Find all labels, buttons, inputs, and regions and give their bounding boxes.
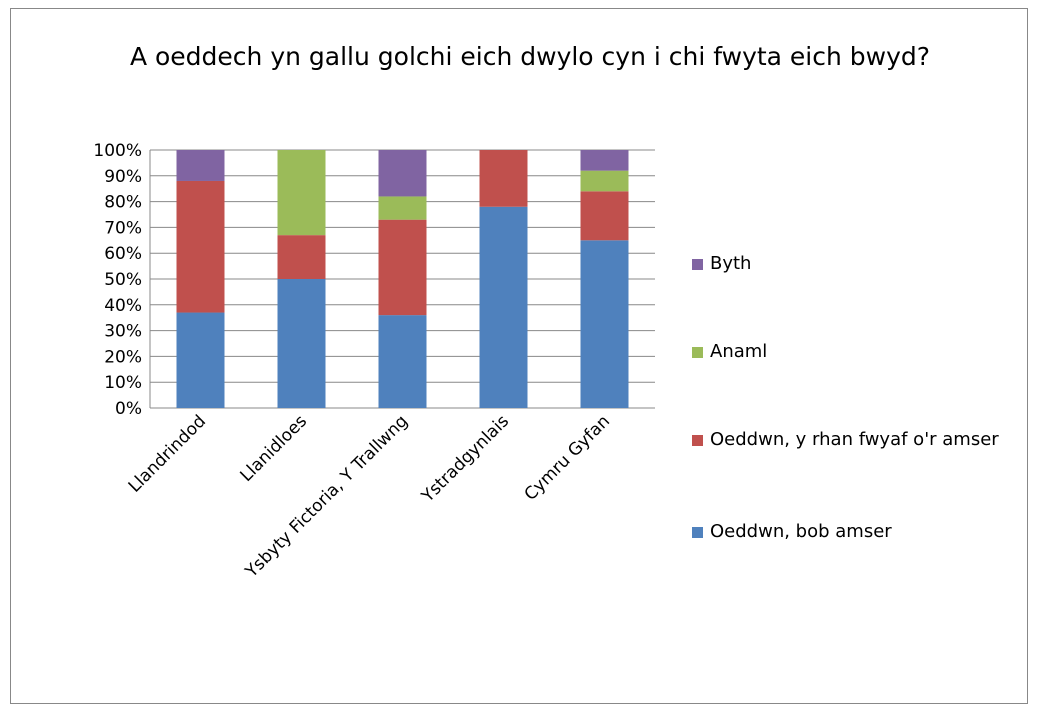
y-tick-label: 60% [104,244,142,264]
bar-segment [580,150,629,171]
bar-segment [176,312,225,408]
bar-segment [378,315,427,408]
bar-segment [176,180,225,313]
x-tick-label: Ysbyty Fictoria, Y Trallwng [241,411,412,582]
x-tick-group: Cymru Gyfan [521,411,614,504]
bar-segment [277,235,326,279]
x-tick-group: Ystradgynlais [417,411,513,507]
x-tick-label: Cymru Gyfan [521,411,614,504]
bar-segment [378,150,427,197]
y-tick-label: 0% [115,399,142,419]
y-tick-label: 30% [104,322,142,342]
chart-title: A oeddech yn gallu golchi eich dwylo cyn… [129,42,931,71]
legend-swatch [692,527,703,538]
legend-swatch [692,435,703,446]
bar-segment [176,150,225,181]
bar-segment [479,150,528,207]
y-tick-label: 40% [104,296,142,316]
legend-label: Anaml [710,341,768,362]
legend-label: Byth [710,253,752,274]
y-tick-label: 80% [104,193,142,213]
bar-segment [580,191,629,241]
legend-label: Oeddwn, bob amser [710,521,892,542]
legend-item: Anaml [692,338,1030,366]
legend-label: Oeddwn, y rhan fwyaf o'r amser [710,429,999,450]
legend-item: Oeddwn, bob amser [692,518,1030,546]
bar-segment [277,279,326,408]
x-tick-group: Llanidloes [237,411,312,486]
y-tick-label: 50% [104,270,142,290]
chart-frame [10,8,1028,704]
y-tick-label: 70% [104,218,142,238]
legend-swatch [692,259,703,270]
x-tick-label: Llandrindod [125,411,210,496]
y-tick-label: 20% [104,347,142,367]
x-tick-label: Llanidloes [237,411,312,486]
y-tick-label: 10% [104,373,142,393]
bar-segment [479,206,528,408]
bar-segment [277,150,326,236]
legend-swatch [692,347,703,358]
x-tick-group: Ysbyty Fictoria, Y Trallwng [241,411,412,582]
legend-item: Byth [692,250,1030,278]
legend-item: Oeddwn, y rhan fwyaf o'r amser [692,426,1030,454]
bar-segment [580,240,629,408]
bar-segment [378,219,427,316]
y-tick-label: 100% [93,141,142,161]
x-tick-label: Ystradgynlais [417,411,513,507]
y-tick-label: 90% [104,167,142,187]
bar-segment [580,170,629,192]
bar-segment [378,196,427,220]
x-tick-group: Llandrindod [125,411,210,496]
